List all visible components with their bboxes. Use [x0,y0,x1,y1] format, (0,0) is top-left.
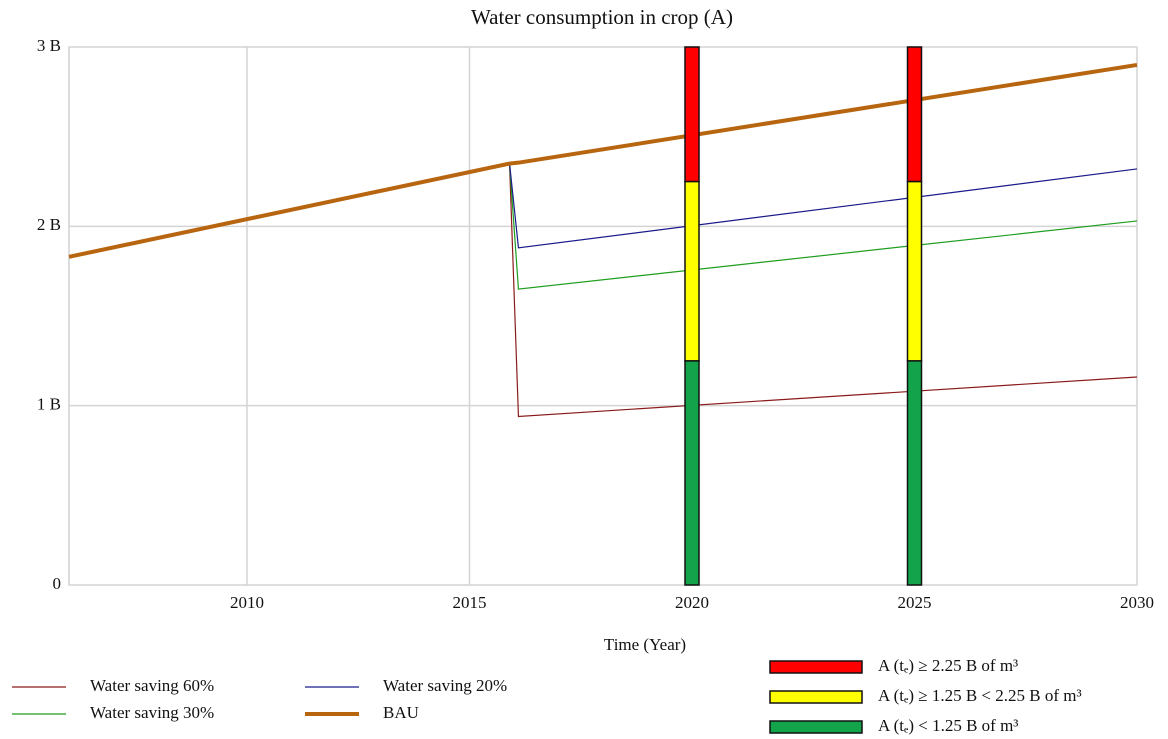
legend-label: Water saving 60% [90,676,214,695]
legend-swatch [769,690,863,704]
y-tick-label: 2 B [37,215,61,234]
legend-label: A (tₑ) ≥ 1.25 B < 2.25 B of m³ [878,686,1082,705]
legend-label: BAU [383,703,419,722]
plot-area [68,46,1138,586]
bar-segment [906,360,923,586]
x-tick-label: 2025 [898,593,932,612]
series-line [508,163,1138,290]
x-axis-label: Time (Year) [604,635,686,654]
bar-segment [906,46,923,183]
x-tick-label: 2015 [453,593,487,612]
x-tick-label: 2020 [675,593,709,612]
legend-swatch [769,660,863,674]
series-line [68,62,1138,259]
legend-swatch [769,720,863,734]
legend-label: Water saving 30% [90,703,214,722]
x-tick-label: 2010 [230,593,264,612]
series-line [508,163,1138,418]
legend-label: A (tₑ) < 1.25 B of m³ [878,716,1018,735]
bar-segment [684,46,700,183]
bar-segment [906,180,923,362]
series-line [508,163,1138,249]
y-tick-label: 1 B [37,395,61,414]
y-tick-label: 3 B [37,36,61,55]
bar-segment [684,360,700,586]
x-tick-label: 2030 [1120,593,1154,612]
legend-label: Water saving 20% [383,676,507,695]
y-tick-label: 0 [53,574,62,593]
chart-title: Water consumption in crop (A) [471,5,733,29]
bar-segment [684,180,700,362]
legend-label: A (tₑ) ≥ 2.25 B of m³ [878,656,1018,675]
